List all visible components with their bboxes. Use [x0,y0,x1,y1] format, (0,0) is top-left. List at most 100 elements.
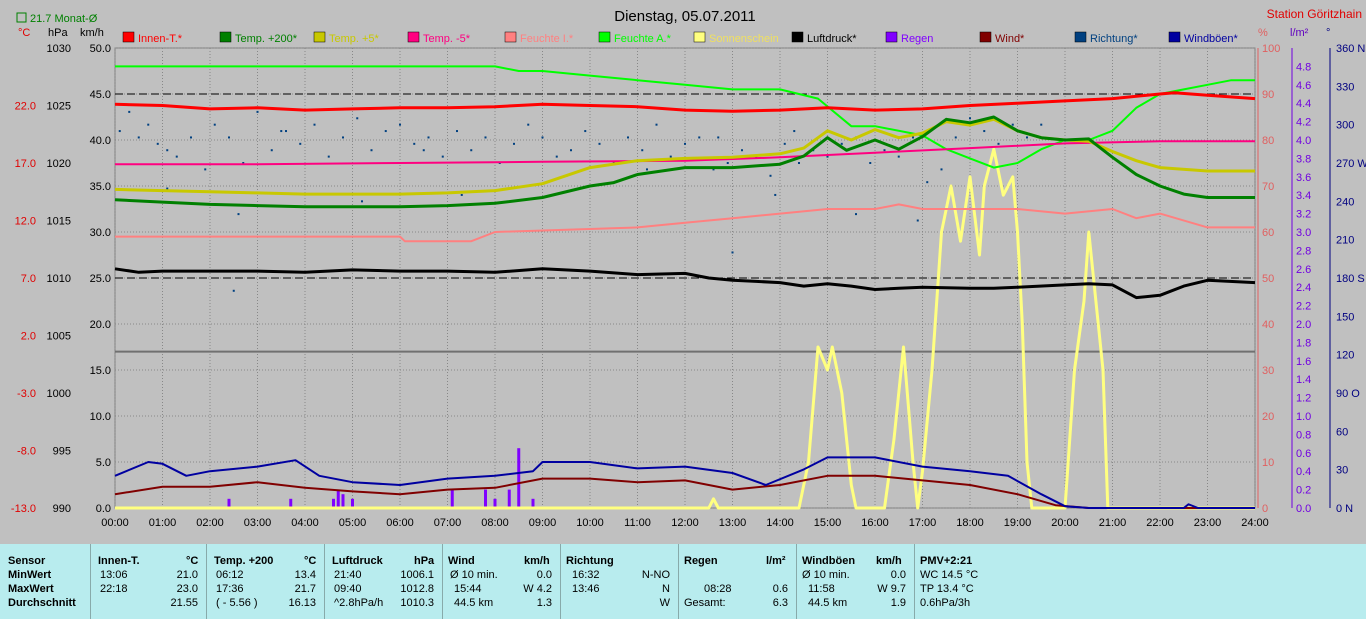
stats-wind-avg-value: 1.3 [536,597,552,609]
rain-tick-label: 3.4 [1296,190,1311,202]
direction-point [175,155,178,158]
pressure-tick-label: 1005 [47,331,71,343]
direction-point [541,136,544,139]
series-line [114,267,1256,300]
direction-tick-label: 330 [1336,81,1354,93]
direction-point [285,130,287,133]
stats-innen-max-value: 23.0 [176,583,198,595]
stats-innen-min-time: 13:06 [100,569,128,581]
time-tick-label: 17:00 [909,517,937,529]
legend-label: Wind* [995,33,1025,45]
stats-wind-max-value: W 4.2 [523,583,552,595]
direction-point [213,123,216,126]
wind-tick-label: 45.0 [90,89,111,101]
direction-point [256,110,259,113]
rain-tick-label: 1.0 [1296,411,1311,423]
rain-tick-label: 2.4 [1296,282,1311,294]
stats-direction-min-time: 16:32 [572,569,600,581]
stats-wind-unit: km/h [524,555,550,567]
wind-tick-label: 20.0 [90,319,111,331]
stats-rain-header: Regen [684,555,718,567]
pressure-tick-label: 1015 [47,216,71,228]
stats-pressure-header: Luftdruck [332,555,383,567]
time-tick-label: 07:00 [434,517,462,529]
humidity-tick-label: 70 [1262,181,1274,193]
legend-swatch [598,31,611,43]
direction-tick-label: 120 [1336,350,1354,362]
direction-tick-label: 240 [1336,196,1354,208]
rain-bar [332,498,335,508]
wind-tick-label: 50.0 [90,43,111,55]
direction-tick-label: 90 O [1336,388,1360,400]
rain-tick-label: 1.4 [1296,374,1311,386]
stats-rain-total-value: 6.3 [772,597,788,609]
humidity-tick-label: 20 [1262,411,1274,423]
legend-label: Sonnenschein [709,33,779,45]
direction-point [384,130,387,133]
direction-point [270,149,273,152]
direction-point [641,149,644,152]
stats-gust-column: Windböen km/h Ø 10 min. 0.0 11:58 W 9.7 … [798,544,912,619]
stats-direction-max-value: N [662,583,670,595]
stats-temp200-min-time: 06:12 [216,569,244,581]
rain-tick-label: 0.2 [1296,485,1311,497]
rain-tick-label: 4.8 [1296,61,1311,73]
time-tick-label: 08:00 [481,517,509,529]
rain-tick-label: 3.6 [1296,172,1311,184]
station-name: Station Göritzhain [1267,7,1362,21]
direction-point [712,168,715,171]
stats-pressure-min-value: 1006.1 [400,569,434,581]
direction-point [646,168,648,171]
stats-gust-max-value: W 9.7 [877,583,906,595]
legend-label: Temp. -5* [423,33,471,45]
time-tick-label: 20:00 [1051,517,1079,529]
rain-tick-label: 4.6 [1296,80,1311,92]
pressure-tick-label: 1030 [47,43,71,55]
direction-point [783,142,786,145]
stats-pressure-min-time: 21:40 [334,569,362,581]
stats-pressure-avg-value: 1010.3 [400,597,434,609]
temp-tick-label: 22.0 [15,101,36,113]
stats-gust-min-value: 0.0 [890,569,906,581]
direction-point [166,187,169,190]
direction-point [774,193,777,196]
rain-tick-label: 2.8 [1296,245,1311,257]
direction-point [555,155,558,158]
rain-tick-label: 0.0 [1296,503,1311,515]
unit-direction: ° [1326,27,1330,39]
direction-tick-label: 300 [1336,120,1354,132]
legend-swatch [219,31,232,43]
direction-point [769,174,772,177]
legend-label: Windböen* [1184,33,1239,45]
direction-point [969,117,971,120]
rain-tick-label: 2.0 [1296,319,1311,331]
direction-point [313,123,316,126]
stats-rain-unit: l/m² [766,555,786,567]
direction-point [731,251,734,254]
rain-bar [531,498,535,508]
wind-tick-label: 30.0 [90,227,111,239]
direction-point [698,136,701,139]
stats-innen-header: Innen-T. [98,555,140,567]
direction-point [242,162,245,164]
rain-tick-label: 3.2 [1296,209,1311,221]
direction-point [166,149,169,152]
direction-point [669,155,672,158]
direction-point [484,136,487,139]
legend-swatch [791,31,804,43]
direction-point [190,136,192,139]
direction-point [413,142,416,145]
series-lines [114,65,1256,510]
stats-divider [442,544,443,619]
time-tick-label: 03:00 [244,517,272,529]
humidity-tick-label: 90 [1262,89,1274,101]
direction-point [997,142,1000,145]
stats-direction-max-time: 13:46 [572,583,600,595]
rain-tick-label: 4.0 [1296,135,1311,147]
direction-point [1026,136,1028,139]
direction-point [460,193,463,196]
stats-gust-unit: km/h [876,555,902,567]
direction-point [327,155,330,158]
direction-point [940,168,943,171]
time-tick-label: 00:00 [101,517,129,529]
